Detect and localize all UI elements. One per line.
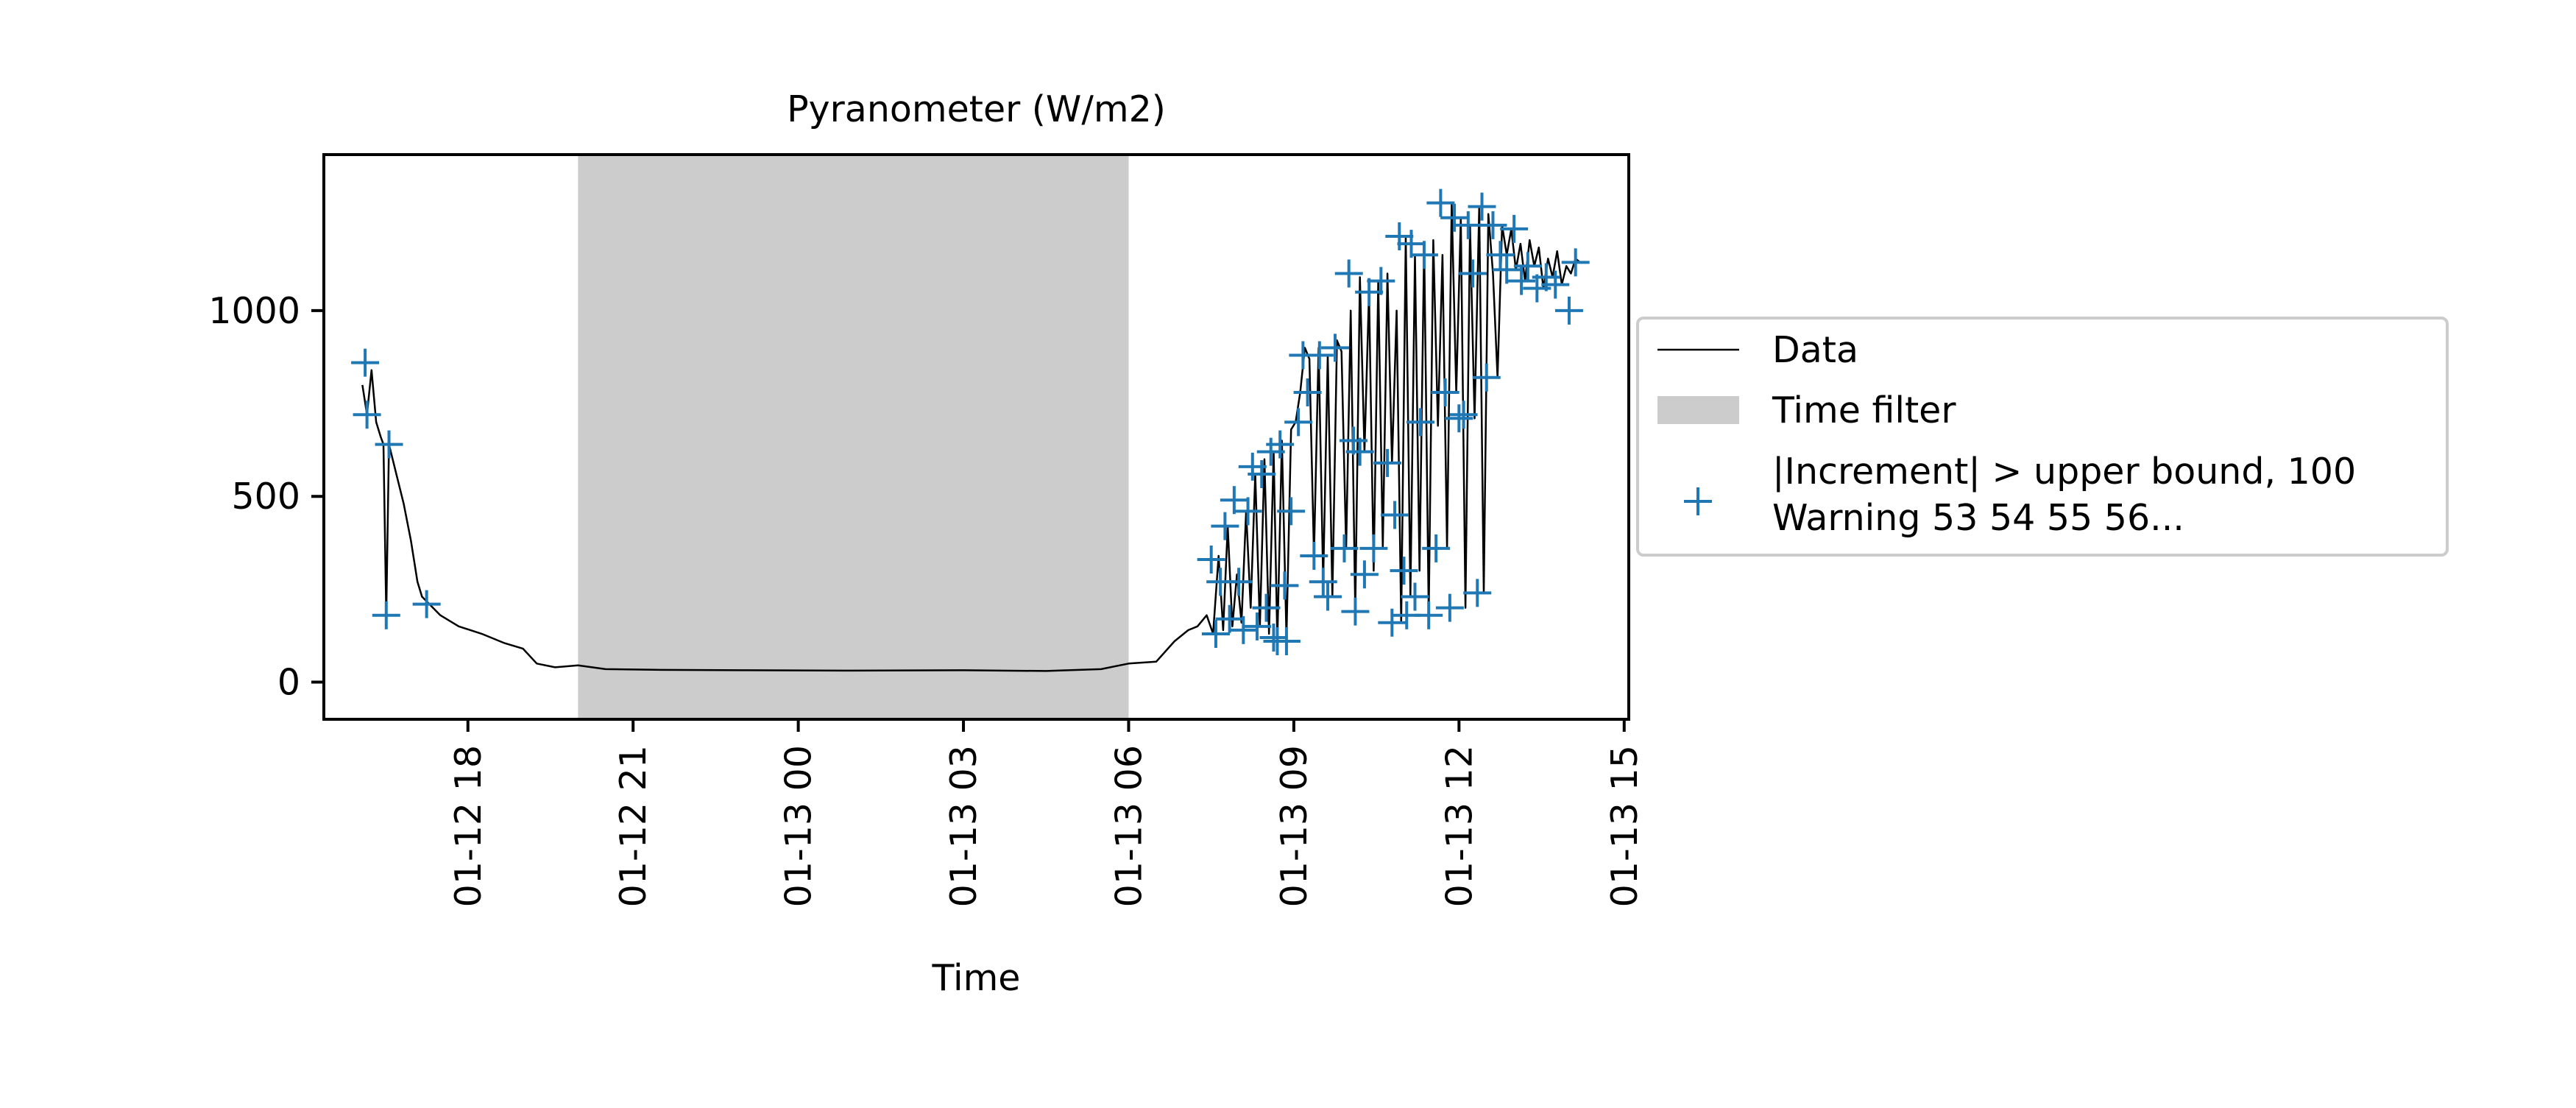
- warning-marker: [1259, 623, 1288, 652]
- warning-marker: [1513, 252, 1542, 280]
- warning-marker: [1234, 497, 1262, 526]
- warning-marker: [1211, 512, 1239, 540]
- x-tick-label: 01-12 21: [612, 745, 654, 907]
- x-tick-label: 01-13 15: [1604, 745, 1646, 907]
- warning-marker: [1229, 615, 1258, 644]
- warning-marker: [1355, 278, 1384, 306]
- warning-marker: [351, 348, 380, 377]
- x-tick-label: 01-13 03: [943, 745, 985, 907]
- warning-marker: [1500, 214, 1529, 243]
- warning-marker: [1479, 211, 1507, 239]
- warning-marker: [1341, 597, 1370, 626]
- warning-marker: [1507, 267, 1536, 295]
- x-tick-label: 01-12 18: [447, 745, 489, 907]
- warning-marker: [1309, 568, 1337, 596]
- warning-marker: [1277, 497, 1306, 526]
- y-tick-label: 500: [231, 476, 300, 518]
- warning-marker: [412, 590, 441, 618]
- warning-marker: [1431, 378, 1459, 406]
- legend-label: |Increment| > upper bound, 100 Warning 53…: [1772, 451, 2356, 539]
- warning-marker: [1493, 255, 1521, 284]
- series-line-data: [361, 202, 1581, 672]
- warning-marker: [1314, 582, 1342, 611]
- x-tick-label: 01-13 12: [1438, 745, 1480, 907]
- warning-marker: [1381, 501, 1409, 529]
- plot-frame: [322, 153, 1630, 721]
- x-tick-label: 01-13 06: [1108, 745, 1150, 907]
- warning-marker: [1215, 604, 1244, 633]
- warning-marker: [1409, 241, 1438, 269]
- warning-marker: [1454, 211, 1482, 239]
- legend-swatch-warning: [1684, 487, 1712, 515]
- warning-marker: [1468, 192, 1496, 221]
- y-tick-label: 1000: [208, 290, 300, 332]
- warning-marker: [1415, 601, 1443, 629]
- warning-marker: [1272, 627, 1301, 656]
- warning-marker: [1378, 608, 1406, 637]
- warning-marker: [1367, 267, 1395, 295]
- warning-marker: [1220, 486, 1248, 515]
- warning-marker: [1330, 534, 1359, 562]
- warning-marker: [1201, 619, 1230, 648]
- warning-marker: [1305, 341, 1334, 370]
- warning-marker: [375, 430, 403, 459]
- warning-marker: [1334, 259, 1363, 288]
- warning-marker: [1197, 546, 1225, 574]
- warning-marker: [1225, 568, 1253, 596]
- warning-marker: [1266, 430, 1295, 459]
- warning-marker: [1243, 612, 1272, 641]
- warning-marker: [1486, 241, 1515, 269]
- x-tick-label: 01-13 00: [778, 745, 820, 907]
- warning-marker: [1422, 534, 1451, 562]
- y-tick-label: 0: [277, 662, 300, 704]
- warning-marker: [1385, 222, 1414, 251]
- warning-marker: [1321, 334, 1350, 362]
- warning-marker: [1373, 448, 1402, 477]
- warning-marker: [372, 601, 400, 629]
- warning-marker: [1445, 404, 1473, 433]
- warning-marker: [1293, 378, 1322, 406]
- warning-marker: [1300, 541, 1328, 570]
- warning-marker: [1440, 203, 1469, 232]
- warning-marker: [1554, 296, 1583, 325]
- warning-marker: [1252, 593, 1281, 622]
- legend-label: Data: [1772, 329, 1858, 371]
- x-axis-label: Time: [932, 957, 1021, 999]
- warning-marker: [1459, 259, 1487, 288]
- warning-marker: [1339, 426, 1367, 455]
- warning-marker: [1284, 408, 1313, 437]
- legend-swatch-time-filter: [1657, 396, 1739, 424]
- x-tick-label: 01-13 09: [1273, 745, 1315, 907]
- legend: Data Time filter |Increment| > upper bound…: [1636, 317, 2449, 557]
- warning-marker: [1359, 534, 1388, 562]
- legend-label: Time filter: [1772, 389, 1956, 431]
- time-filter-band: [578, 155, 1129, 719]
- warning-marker: [1426, 188, 1455, 217]
- warning-marker: [1401, 582, 1429, 611]
- warning-marker: [1406, 408, 1434, 437]
- chart-title: Pyranometer (W/m2): [787, 88, 1166, 130]
- warning-marker: [1390, 557, 1418, 585]
- warning-marker: [1541, 270, 1570, 299]
- warning-marker: [1472, 363, 1501, 392]
- warning-marker: [1345, 437, 1374, 466]
- legend-box: [1636, 317, 2449, 557]
- warning-marker: [1270, 571, 1299, 600]
- warning-marker: [1350, 560, 1379, 589]
- warning-marker: [353, 400, 381, 429]
- warning-marker: [1435, 593, 1464, 622]
- warning-marker: [1449, 400, 1478, 429]
- warning-marker: [1248, 459, 1276, 488]
- warning-marker: [1463, 579, 1492, 607]
- warning-marker: [1561, 248, 1590, 277]
- warning-marker: [1397, 230, 1426, 258]
